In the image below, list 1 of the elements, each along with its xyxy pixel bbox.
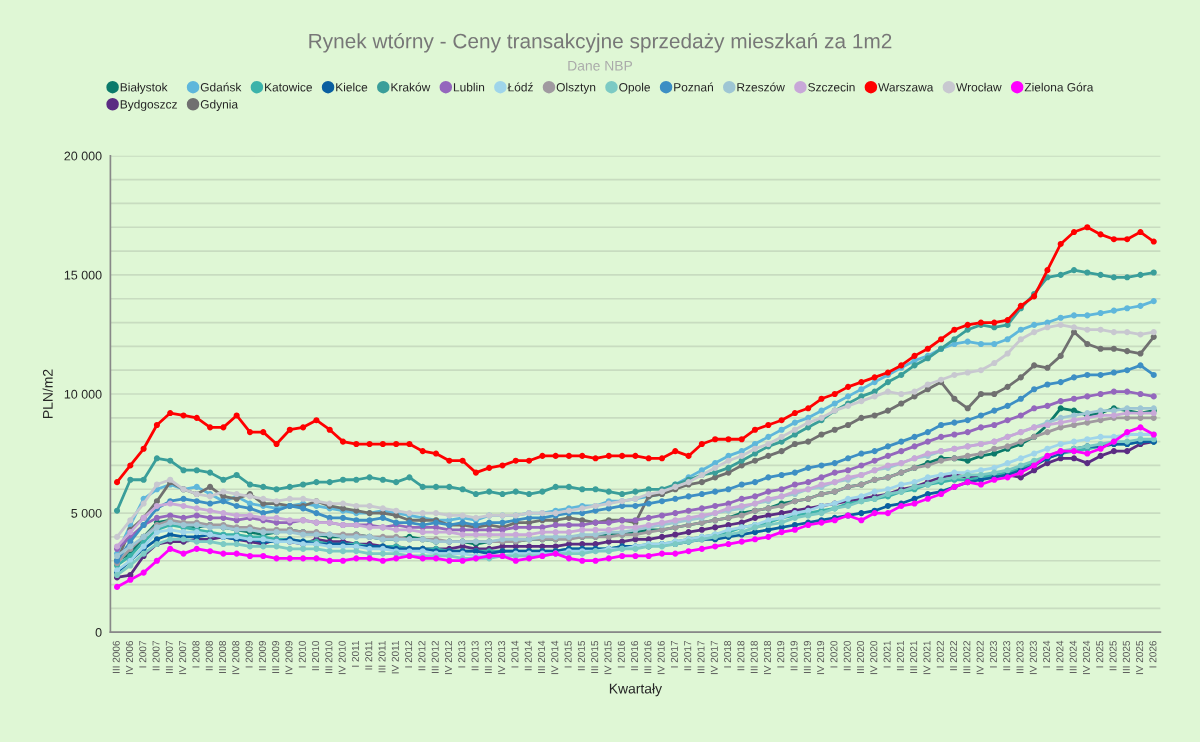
chart-title: Rynek wtórny - Ceny transakcyjne sprzedaży mieszkań za 1m2 bbox=[309, 32, 892, 53]
